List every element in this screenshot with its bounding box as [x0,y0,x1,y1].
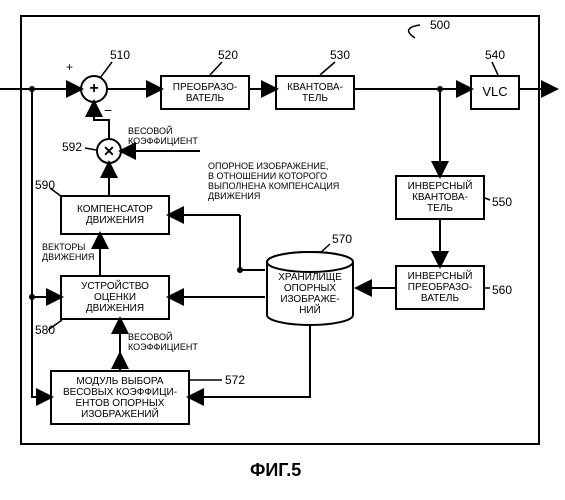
multiplier-node: ✕ [96,138,122,164]
motion-compensator-label: КОМПЕНСАТОР ДВИЖЕНИЯ [77,204,153,226]
transform-block: ПРЕОБРАЗО- ВАТЕЛЬ [160,75,250,110]
ref-550: 550 [492,195,512,209]
adder-symbol: + [89,80,98,98]
motion-vectors-label: ВЕКТОРЫ ДВИЖЕНИЯ [42,243,94,263]
inverse-quantizer-label: ИНВЕРСНЫЙ КВАНТОВА- ТЕЛЬ [408,181,473,214]
inverse-transform-label: ИНВЕРСНЫЙ ПРЕОБРАЗО- ВАТЕЛЬ [408,271,473,304]
ref-592: 592 [62,140,82,154]
motion-estimator-label: УСТРОЙСТВО ОЦЕНКИ ДВИЖЕНИЯ [81,281,149,314]
ref-560: 560 [492,283,512,297]
motion-estimator-block: УСТРОЙСТВО ОЦЕНКИ ДВИЖЕНИЯ [60,275,170,320]
quantizer-label: КВАНТОВА- ТЕЛЬ [287,82,343,104]
ref-580: 580 [35,323,55,337]
ref-image-mc-label: ОПОРНОЕ ИЗОБРАЖЕНИЕ, В ОТНОШЕНИИ КОТОРОГ… [208,162,339,202]
weight-coef-label-bottom: ВЕСОВОЙ КОЭФФИЦИЕНТ [128,333,198,353]
ref-510: 510 [110,48,130,62]
vlc-block: VLC [470,75,520,110]
multiplier-symbol: ✕ [103,143,115,160]
figure-caption: ФИГ.5 [250,460,301,481]
transform-label: ПРЕОБРАЗО- ВАТЕЛЬ [173,82,237,104]
ref-530: 530 [330,48,350,62]
weight-coef-label-top: ВЕСОВОЙ КОЭФФИЦИЕНТ [128,127,198,147]
ref-590: 590 [35,178,55,192]
weight-selector-block: МОДУЛЬ ВЫБОРА ВЕСОВЫХ КОЭФФИЦИ- ЕНТОВ ОП… [50,370,190,425]
motion-compensator-block: КОМПЕНСАТОР ДВИЖЕНИЯ [60,195,170,235]
ref-570: 570 [332,232,352,246]
storage-label: ХРАНИЛИЩЕ ОПОРНЫХ ИЗОБРАЖЕ- НИЙ [265,272,355,316]
ref-540: 540 [485,48,505,62]
inverse-quantizer-block: ИНВЕРСНЫЙ КВАНТОВА- ТЕЛЬ [395,175,485,220]
storage-block: ХРАНИЛИЩЕ ОПОРНЫХ ИЗОБРАЖЕ- НИЙ [265,250,355,325]
ref-500: 500 [430,18,450,32]
adder-node: + [80,75,108,103]
vlc-label: VLC [482,85,507,99]
inverse-transform-block: ИНВЕРСНЫЙ ПРЕОБРАЗО- ВАТЕЛЬ [395,265,485,310]
quantizer-block: КВАНТОВА- ТЕЛЬ [275,75,355,110]
ref-572: 572 [225,373,245,387]
adder-plus-in: + [66,60,73,74]
adder-minus-in: − [104,102,112,118]
weight-selector-label: МОДУЛЬ ВЫБОРА ВЕСОВЫХ КОЭФФИЦИ- ЕНТОВ ОП… [63,376,177,420]
ref-520: 520 [218,48,238,62]
